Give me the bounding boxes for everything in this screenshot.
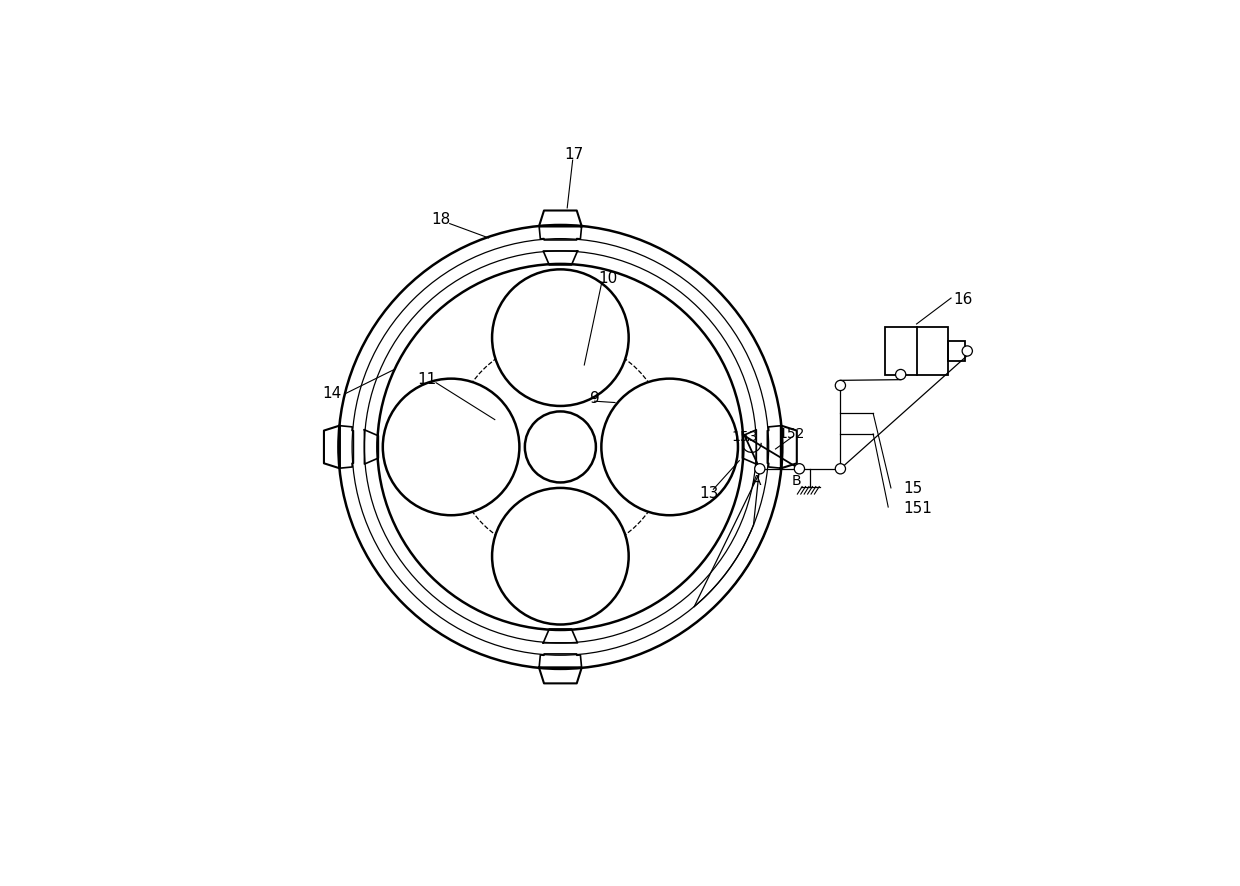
Text: 151: 151: [903, 500, 932, 515]
Text: B: B: [791, 473, 801, 487]
Text: 14: 14: [322, 385, 341, 400]
Text: 13: 13: [699, 485, 719, 500]
Circle shape: [492, 488, 629, 625]
Text: 9: 9: [590, 391, 599, 406]
Circle shape: [962, 346, 972, 357]
Circle shape: [525, 412, 596, 483]
Circle shape: [836, 381, 846, 391]
Text: 15: 15: [903, 481, 923, 496]
Text: 18: 18: [432, 212, 450, 227]
Text: 10: 10: [599, 271, 618, 285]
Circle shape: [492, 270, 629, 407]
Bar: [949, 342, 965, 361]
Text: 153: 153: [732, 430, 758, 444]
Text: 16: 16: [954, 291, 973, 307]
Circle shape: [795, 464, 805, 474]
Circle shape: [755, 464, 765, 474]
Text: 17: 17: [564, 146, 584, 161]
Text: A: A: [753, 473, 761, 487]
Circle shape: [895, 370, 905, 380]
Bar: [885, 328, 949, 375]
Circle shape: [601, 379, 738, 516]
Text: 11: 11: [418, 372, 436, 386]
Text: 152: 152: [777, 427, 805, 440]
Circle shape: [383, 379, 520, 516]
Circle shape: [836, 464, 846, 474]
